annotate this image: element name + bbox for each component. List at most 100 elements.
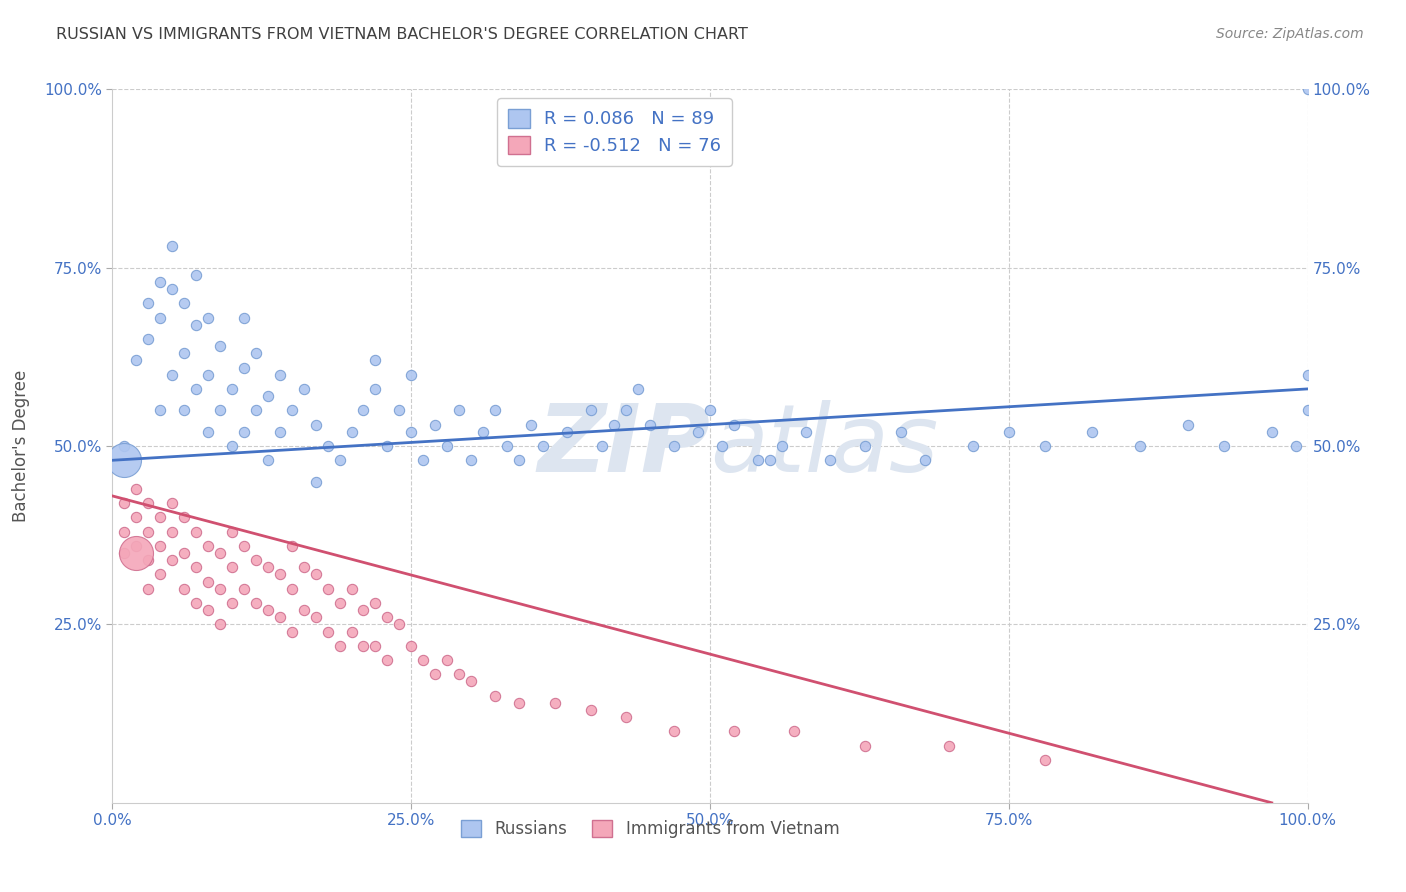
Point bbox=[281, 539, 304, 553]
Point bbox=[747, 453, 769, 467]
Point bbox=[138, 553, 160, 567]
Point bbox=[305, 610, 328, 624]
Point bbox=[173, 510, 195, 524]
Point bbox=[316, 439, 339, 453]
Point bbox=[627, 382, 650, 396]
Point bbox=[138, 332, 160, 346]
Point bbox=[162, 282, 183, 296]
Point bbox=[401, 639, 423, 653]
Point bbox=[412, 653, 434, 667]
Point bbox=[138, 496, 160, 510]
Point bbox=[364, 639, 387, 653]
Point bbox=[149, 403, 172, 417]
Point bbox=[197, 539, 219, 553]
Point bbox=[484, 689, 506, 703]
Point bbox=[449, 403, 471, 417]
Point bbox=[603, 417, 626, 432]
Point bbox=[1033, 439, 1056, 453]
Point bbox=[114, 496, 135, 510]
Point bbox=[401, 425, 423, 439]
Point bbox=[353, 403, 375, 417]
Point bbox=[340, 624, 363, 639]
Point bbox=[377, 653, 399, 667]
Point bbox=[377, 439, 399, 453]
Point bbox=[257, 560, 280, 574]
Point bbox=[531, 439, 554, 453]
Point bbox=[436, 439, 458, 453]
Y-axis label: Bachelor's Degree: Bachelor's Degree bbox=[13, 370, 30, 522]
Point bbox=[329, 639, 352, 653]
Point bbox=[305, 417, 328, 432]
Point bbox=[460, 674, 482, 689]
Point bbox=[353, 639, 375, 653]
Point bbox=[377, 610, 399, 624]
Point bbox=[173, 546, 195, 560]
Point bbox=[233, 582, 256, 596]
Point bbox=[305, 567, 328, 582]
Point bbox=[340, 425, 363, 439]
Point bbox=[292, 560, 315, 574]
Point bbox=[329, 453, 352, 467]
Point bbox=[855, 439, 877, 453]
Point bbox=[186, 596, 208, 610]
Point bbox=[316, 624, 339, 639]
Point bbox=[616, 403, 638, 417]
Point bbox=[173, 582, 195, 596]
Point bbox=[233, 310, 256, 325]
Point bbox=[508, 696, 530, 710]
Point bbox=[173, 296, 195, 310]
Point bbox=[257, 389, 280, 403]
Point bbox=[114, 546, 135, 560]
Point bbox=[186, 382, 208, 396]
Point bbox=[1129, 439, 1152, 453]
Point bbox=[221, 382, 243, 396]
Point bbox=[197, 425, 219, 439]
Point bbox=[269, 610, 291, 624]
Point bbox=[425, 667, 447, 681]
Point bbox=[221, 560, 243, 574]
Point bbox=[425, 417, 447, 432]
Point bbox=[281, 403, 304, 417]
Point bbox=[173, 346, 195, 360]
Point bbox=[269, 368, 291, 382]
Point bbox=[329, 596, 352, 610]
Point bbox=[1296, 368, 1319, 382]
Text: ZIP: ZIP bbox=[537, 400, 710, 492]
Point bbox=[149, 310, 172, 325]
Legend: Russians, Immigrants from Vietnam: Russians, Immigrants from Vietnam bbox=[454, 813, 846, 845]
Point bbox=[269, 425, 291, 439]
Point bbox=[783, 724, 806, 739]
Point bbox=[401, 368, 423, 382]
Point bbox=[257, 603, 280, 617]
Point bbox=[149, 539, 172, 553]
Point bbox=[281, 624, 304, 639]
Point bbox=[173, 403, 195, 417]
Point bbox=[186, 524, 208, 539]
Point bbox=[711, 439, 734, 453]
Point bbox=[364, 596, 387, 610]
Point bbox=[197, 310, 219, 325]
Point bbox=[998, 425, 1021, 439]
Point bbox=[855, 739, 877, 753]
Point bbox=[794, 425, 817, 439]
Point bbox=[436, 653, 458, 667]
Point bbox=[233, 425, 256, 439]
Text: Source: ZipAtlas.com: Source: ZipAtlas.com bbox=[1216, 27, 1364, 41]
Point bbox=[1081, 425, 1104, 439]
Point bbox=[388, 403, 411, 417]
Point bbox=[938, 739, 960, 753]
Point bbox=[699, 403, 721, 417]
Point bbox=[640, 417, 662, 432]
Point bbox=[508, 453, 530, 467]
Point bbox=[162, 553, 183, 567]
Point bbox=[269, 567, 291, 582]
Point bbox=[292, 603, 315, 617]
Point bbox=[914, 453, 936, 467]
Point bbox=[305, 475, 328, 489]
Point bbox=[138, 524, 160, 539]
Point bbox=[162, 239, 183, 253]
Point bbox=[197, 603, 219, 617]
Point bbox=[592, 439, 614, 453]
Text: atlas: atlas bbox=[710, 401, 938, 491]
Point bbox=[114, 439, 135, 453]
